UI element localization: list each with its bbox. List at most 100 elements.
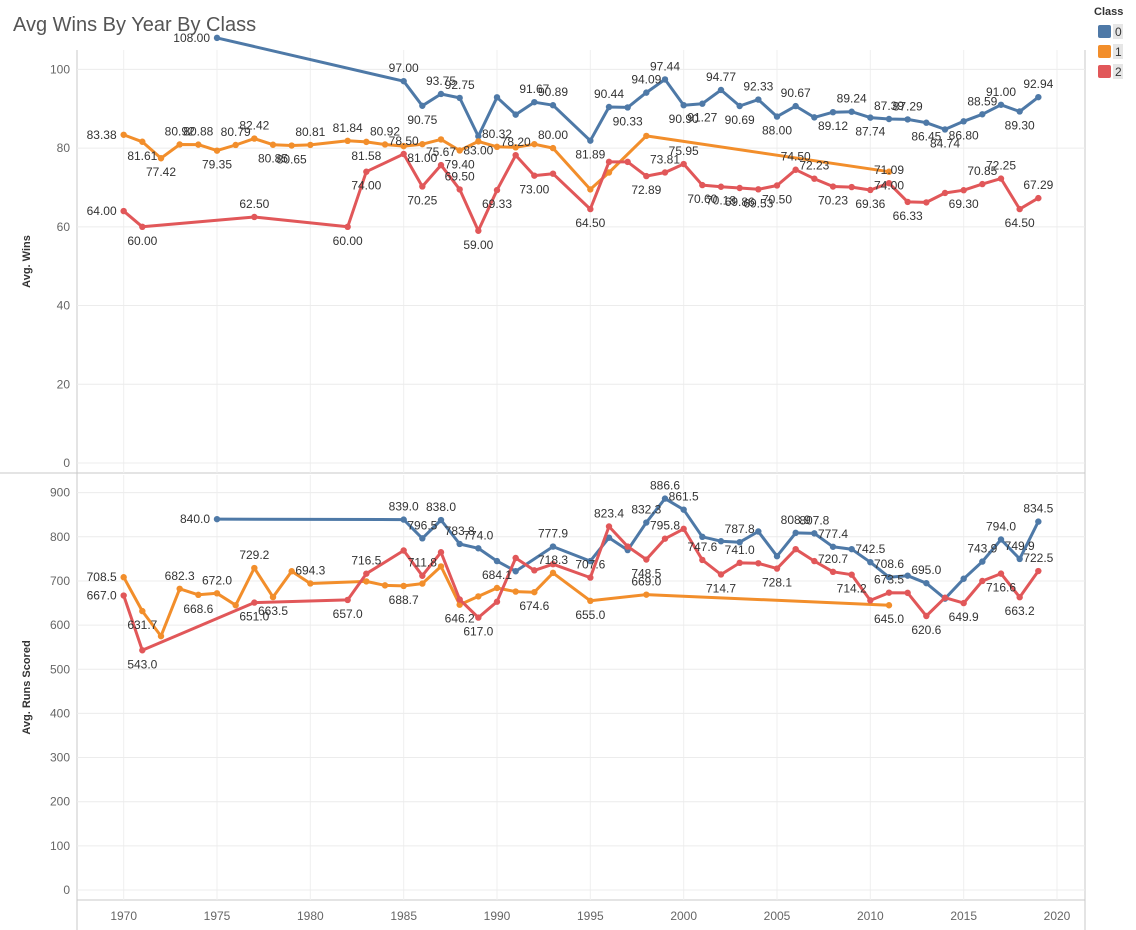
data-point[interactable] (475, 227, 482, 234)
data-point[interactable] (213, 34, 221, 42)
data-point[interactable] (437, 161, 445, 169)
data-point[interactable] (288, 142, 295, 149)
data-point[interactable] (213, 515, 221, 523)
data-point[interactable] (755, 560, 762, 567)
data-point[interactable] (848, 545, 855, 553)
data-point[interactable] (792, 166, 799, 173)
data-point[interactable] (643, 172, 650, 180)
data-point[interactable] (1035, 194, 1042, 202)
data-point[interactable] (400, 516, 407, 523)
data-point[interactable] (251, 135, 258, 142)
data-point[interactable] (979, 111, 986, 118)
data-point[interactable] (885, 168, 893, 175)
data-point[interactable] (941, 594, 949, 601)
data-point[interactable] (549, 543, 557, 550)
data-point[interactable] (717, 571, 725, 578)
data-point[interactable] (661, 495, 669, 502)
data-point[interactable] (475, 138, 482, 145)
data-point[interactable] (773, 113, 781, 120)
data-point[interactable] (997, 570, 1005, 577)
data-point[interactable] (400, 77, 407, 85)
data-point[interactable] (867, 186, 874, 194)
data-point[interactable] (587, 137, 594, 144)
data-point[interactable] (680, 101, 687, 109)
data-point[interactable] (587, 186, 594, 193)
data-point[interactable] (363, 578, 370, 585)
data-point[interactable] (456, 147, 463, 154)
data-point[interactable] (1035, 518, 1042, 525)
data-point[interactable] (587, 597, 594, 605)
data-point[interactable] (717, 183, 725, 190)
data-point[interactable] (456, 186, 463, 193)
data-point[interactable] (680, 506, 687, 513)
data-point[interactable] (437, 90, 445, 98)
data-point[interactable] (643, 556, 650, 563)
data-point[interactable] (1035, 567, 1042, 575)
data-point[interactable] (213, 147, 221, 154)
data-point[interactable] (549, 102, 557, 109)
data-point[interactable] (587, 557, 594, 565)
data-point[interactable] (139, 607, 146, 615)
data-point[interactable] (400, 142, 407, 150)
data-point[interactable] (437, 563, 445, 570)
data-point[interactable] (885, 179, 893, 187)
data-point[interactable] (904, 116, 911, 123)
data-point[interactable] (904, 198, 911, 206)
data-point[interactable] (251, 213, 258, 221)
legend-item-1[interactable]: 1 (1098, 44, 1123, 59)
data-point[interactable] (307, 141, 314, 149)
data-point[interactable] (195, 591, 202, 599)
data-point[interactable] (176, 141, 183, 148)
data-point[interactable] (811, 530, 818, 537)
data-point[interactable] (829, 568, 837, 576)
data-point[interactable] (829, 108, 837, 116)
data-point[interactable] (1016, 594, 1023, 601)
data-point[interactable] (213, 590, 221, 597)
data-point[interactable] (867, 597, 874, 604)
data-point[interactable] (493, 598, 501, 605)
data-point[interactable] (475, 593, 482, 600)
data-point[interactable] (773, 565, 781, 572)
data-point[interactable] (587, 205, 594, 213)
data-point[interactable] (904, 589, 911, 597)
data-point[interactable] (493, 186, 501, 194)
data-point[interactable] (437, 516, 445, 524)
data-point[interactable] (195, 141, 202, 148)
data-point[interactable] (531, 98, 538, 106)
data-point[interactable] (1035, 93, 1042, 101)
legend-item-2[interactable]: 2 (1098, 64, 1123, 79)
data-point[interactable] (717, 86, 725, 94)
data-point[interactable] (1016, 555, 1023, 563)
data-point[interactable] (605, 158, 613, 166)
data-point[interactable] (997, 175, 1005, 182)
data-point[interactable] (885, 573, 893, 581)
data-point[interactable] (269, 593, 277, 601)
data-point[interactable] (363, 168, 370, 175)
data-point[interactable] (512, 568, 519, 575)
data-point[interactable] (251, 564, 258, 572)
data-point[interactable] (512, 554, 519, 562)
data-point[interactable] (755, 528, 762, 535)
data-point[interactable] (493, 557, 501, 565)
data-point[interactable] (531, 140, 538, 148)
data-point[interactable] (419, 535, 426, 542)
data-point[interactable] (699, 533, 706, 541)
data-point[interactable] (624, 543, 631, 550)
data-point[interactable] (400, 547, 407, 554)
data-point[interactable] (381, 141, 389, 148)
data-point[interactable] (512, 144, 519, 151)
data-point[interactable] (811, 114, 818, 121)
data-point[interactable] (531, 588, 538, 596)
data-point[interactable] (885, 589, 893, 596)
data-point[interactable] (419, 140, 426, 148)
data-point[interactable] (1016, 205, 1023, 213)
data-point[interactable] (773, 182, 781, 189)
data-point[interactable] (792, 545, 799, 553)
data-point[interactable] (493, 584, 501, 592)
data-point[interactable] (493, 143, 501, 151)
data-point[interactable] (419, 580, 426, 587)
data-point[interactable] (251, 599, 258, 606)
data-point[interactable] (456, 94, 463, 102)
data-point[interactable] (997, 536, 1005, 543)
legend-item-0[interactable]: 0 (1098, 24, 1123, 39)
